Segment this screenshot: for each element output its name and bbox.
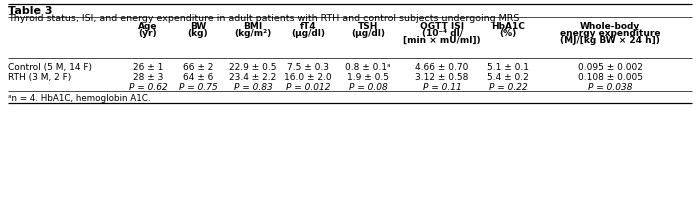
Text: Control (5 M, 14 F): Control (5 M, 14 F) — [8, 63, 92, 72]
Text: 28 ± 3: 28 ± 3 — [133, 73, 163, 82]
Text: 0.095 ± 0.002: 0.095 ± 0.002 — [578, 63, 643, 72]
Text: P = 0.012: P = 0.012 — [286, 83, 330, 92]
Text: 64 ± 6: 64 ± 6 — [183, 73, 214, 82]
Text: energy expenditure: energy expenditure — [560, 29, 660, 38]
Text: 5.4 ± 0.2: 5.4 ± 0.2 — [487, 73, 529, 82]
Text: TSH: TSH — [358, 22, 378, 31]
Text: 5.1 ± 0.1: 5.1 ± 0.1 — [487, 63, 529, 72]
Text: (kg): (kg) — [188, 29, 209, 38]
Text: 7.5 ± 0.3: 7.5 ± 0.3 — [287, 63, 329, 72]
Text: 1.9 ± 0.5: 1.9 ± 0.5 — [347, 73, 389, 82]
Text: P = 0.62: P = 0.62 — [129, 83, 167, 92]
Text: (yr): (yr) — [139, 29, 158, 38]
Text: P = 0.22: P = 0.22 — [489, 83, 527, 92]
Text: (µg/dl): (µg/dl) — [291, 29, 325, 38]
Text: 0.108 ± 0.005: 0.108 ± 0.005 — [578, 73, 643, 82]
Text: Table 3: Table 3 — [8, 6, 52, 16]
Text: P = 0.83: P = 0.83 — [234, 83, 272, 92]
Text: [min × mU/ml]): [min × mU/ml]) — [403, 36, 481, 45]
Text: OGTT ISI: OGTT ISI — [420, 22, 464, 31]
Text: 23.4 ± 2.2: 23.4 ± 2.2 — [230, 73, 276, 82]
Text: P = 0.11: P = 0.11 — [423, 83, 461, 92]
Text: Whole-body: Whole-body — [580, 22, 640, 31]
Text: P = 0.08: P = 0.08 — [349, 83, 387, 92]
Text: RTH (3 M, 2 F): RTH (3 M, 2 F) — [8, 73, 71, 82]
Text: (MJ/[kg BW × 24 h]): (MJ/[kg BW × 24 h]) — [560, 36, 660, 45]
Text: 0.8 ± 0.1ᵃ: 0.8 ± 0.1ᵃ — [345, 63, 391, 72]
Text: 4.66 ± 0.70: 4.66 ± 0.70 — [415, 63, 469, 72]
Text: P = 0.75: P = 0.75 — [178, 83, 218, 92]
Text: (10⁻⁴ dl/: (10⁻⁴ dl/ — [421, 29, 463, 38]
Text: fT4: fT4 — [300, 22, 316, 31]
Text: 16.0 ± 2.0: 16.0 ± 2.0 — [284, 73, 332, 82]
Text: (µg/dl): (µg/dl) — [351, 29, 385, 38]
Text: 22.9 ± 0.5: 22.9 ± 0.5 — [230, 63, 276, 72]
Text: 66 ± 2: 66 ± 2 — [183, 63, 214, 72]
Text: (%): (%) — [499, 29, 517, 38]
Text: 3.12 ± 0.58: 3.12 ± 0.58 — [415, 73, 469, 82]
Text: P = 0.038: P = 0.038 — [588, 83, 632, 92]
Text: BMI: BMI — [244, 22, 262, 31]
Text: ᵃn = 4. HbA1C, hemoglobin A1C.: ᵃn = 4. HbA1C, hemoglobin A1C. — [8, 94, 150, 103]
Text: (kg/m²): (kg/m²) — [234, 29, 272, 38]
Text: BW: BW — [190, 22, 206, 31]
Text: HbA1C: HbA1C — [491, 22, 525, 31]
Text: 26 ± 1: 26 ± 1 — [133, 63, 163, 72]
Text: Thyroid status, ISI, and energy expenditure in adult patients with RTH and contr: Thyroid status, ISI, and energy expendit… — [8, 14, 519, 23]
Text: Age: Age — [139, 22, 158, 31]
